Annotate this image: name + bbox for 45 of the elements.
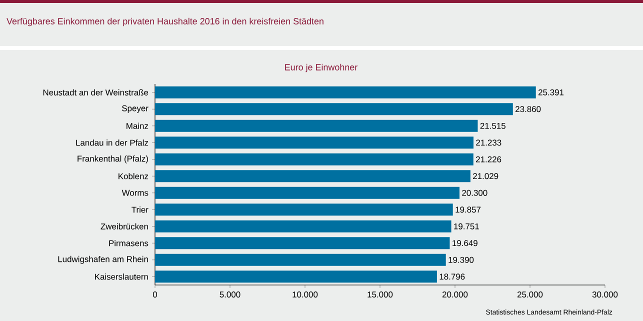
- bar: [155, 186, 460, 199]
- data-label: 21.233: [476, 140, 502, 146]
- data-label: 19.649: [452, 240, 478, 246]
- bar: [155, 120, 478, 132]
- data-label: 23.860: [516, 106, 541, 112]
- data-label: 19.390: [448, 256, 474, 263]
- data-label: 21.515: [480, 122, 506, 129]
- bar: [155, 254, 446, 266]
- y-tick-label: Pirmasens: [109, 240, 148, 246]
- data-label: 21.029: [473, 173, 498, 180]
- chart-subtitle: Euro je Einwohner: [285, 64, 358, 72]
- y-tick-label: Neustadt an der Weinstraße: [43, 89, 148, 96]
- bar: [155, 220, 452, 232]
- x-tick-label: 15.000: [368, 292, 393, 298]
- bar: [155, 136, 474, 149]
- y-tick-label: Frankenthal (Pfalz): [78, 155, 148, 164]
- data-label: 25.391: [538, 89, 564, 96]
- x-tick-label: 10.000: [292, 292, 318, 298]
- bar: [155, 204, 453, 216]
- y-tick-label: Landau in der Pfalz: [76, 140, 148, 146]
- x-tick-label: 20.000: [442, 292, 468, 298]
- y-tick-label: Mainz: [126, 122, 148, 129]
- chart-title: Verfügbares Einkommen der privaten Haushalte 2016 in den kreisfreien Städten: [6, 18, 324, 26]
- x-tick-label: 0: [152, 292, 158, 298]
- y-tick-label: Zweibrücken: [100, 223, 148, 230]
- y-tick-label: Speyer: [122, 105, 148, 113]
- data-label: 21.226: [476, 156, 502, 162]
- x-tick-label: 30.000: [592, 292, 618, 298]
- bar: [155, 153, 474, 166]
- y-tick-label: Trier: [132, 206, 148, 213]
- y-tick-label: Kaiserslautern: [95, 274, 148, 280]
- y-tick-label: Worms: [122, 190, 148, 196]
- bar: [155, 270, 437, 283]
- bar: [155, 86, 536, 98]
- bar: [155, 170, 470, 182]
- data-label: 18.796: [440, 274, 465, 280]
- data-label: 20.300: [462, 190, 488, 196]
- x-tick-label: 5.000: [220, 292, 240, 298]
- bar: [155, 237, 450, 250]
- y-tick-label: Ludwigshafen am Rhein: [58, 256, 148, 264]
- y-tick-label: Koblenz: [118, 173, 148, 180]
- data-label: 19.751: [454, 223, 479, 230]
- bar: [155, 103, 513, 116]
- x-tick-label: 25.000: [517, 292, 543, 298]
- data-label: 19.857: [456, 206, 481, 213]
